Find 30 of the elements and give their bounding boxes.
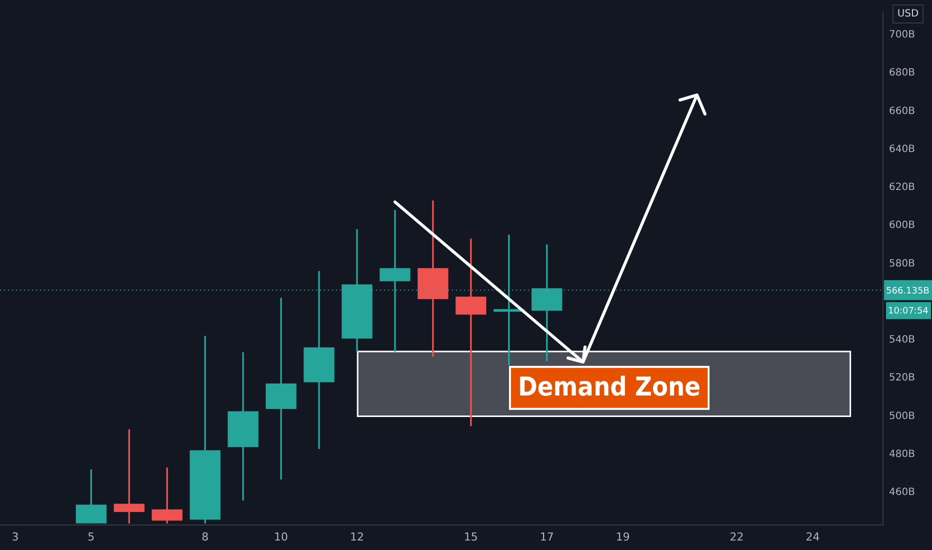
text: USD xyxy=(897,8,919,20)
y-tick-label: 620B xyxy=(889,182,916,194)
candlestick xyxy=(418,200,448,357)
ref-line-label: 566.135B xyxy=(886,286,930,297)
candlestick xyxy=(456,238,486,426)
x-tick-label: 8 xyxy=(202,530,209,544)
y-tick-label: 500B xyxy=(889,410,916,422)
x-tick-label: 19 xyxy=(616,530,630,544)
candlestick xyxy=(266,298,296,480)
x-tick-label: 24 xyxy=(806,530,820,544)
x-tick-label: 15 xyxy=(464,530,478,544)
x-tick-label: 22 xyxy=(730,530,744,544)
x-tick-label: 3 xyxy=(12,530,19,544)
y-tick-label: 680B xyxy=(889,68,916,79)
y-tick-label: 600B xyxy=(889,220,916,232)
x-tick-label: 10 xyxy=(274,530,288,544)
y-tick-label: 480B xyxy=(889,449,916,460)
y-tick-label: 580B xyxy=(889,258,916,270)
candlestick xyxy=(228,352,258,501)
y-tick-label: 540B xyxy=(889,334,916,346)
y-tick-label: 700B xyxy=(889,29,916,40)
y-tick-label: 520B xyxy=(889,372,916,384)
band-label: Demand Zone xyxy=(518,372,701,403)
text: 10:07:54 xyxy=(888,306,929,317)
y-tick-label: 660B xyxy=(889,106,916,117)
y-tick-label: 460B xyxy=(889,487,916,498)
x-tick-label: 17 xyxy=(540,530,554,544)
x-tick-label: 12 xyxy=(350,530,364,544)
y-tick-label: 640B xyxy=(889,144,916,155)
x-tick-label: 5 xyxy=(88,530,95,544)
